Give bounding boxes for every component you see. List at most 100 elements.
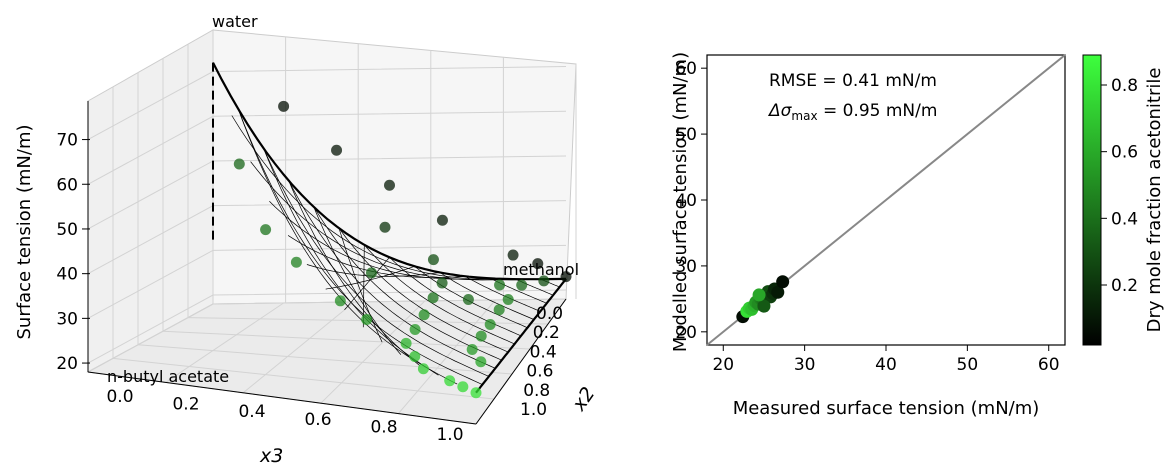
colorbar-tick-label: 0.8 [1111,76,1138,96]
grid-line-floor [242,301,355,394]
data-point-3d [466,343,478,355]
data-point-3d [417,363,429,375]
mesh-line [344,257,390,311]
data-point-3d [538,275,550,287]
data-point-3d [436,214,448,226]
x3-tick-label: 0.8 [370,417,397,437]
y-tick-label: 30 [675,257,697,277]
data-point-3d [278,100,290,112]
x2-axis-line [475,298,567,425]
colorbar-tick-label: 0.6 [1111,143,1138,163]
mesh-line [263,147,490,377]
grid-line-floor [112,357,495,400]
z-tick-label: 40 [56,265,78,285]
parity-point [776,275,790,289]
parity-plot: 20 30 40 50 60 20 30 40 50 60 RMSE = 0.41 mN/m Δσ… [670,52,1165,419]
data-point-3d [493,304,505,316]
data-point-3d [233,158,245,170]
data-point-3d [409,350,421,362]
colorbar-ticks: 0.2 0.4 0.6 0.8 [1101,76,1138,296]
colorbar-tick-label: 0.4 [1111,209,1138,229]
data-point-3d [366,267,377,279]
data-point-3d [427,254,439,266]
x-tick-label: 30 [794,355,816,375]
edge-methanol-butyl [475,278,567,394]
data-point-3d [290,256,302,268]
dmax-prefix: Δσ [767,101,793,121]
colorbar-tick-label: 0.2 [1111,276,1138,296]
data-point-3d [484,318,496,330]
parity-x-label: Measured surface tension (mN/m) [733,398,1040,419]
x2-axis-label: x2 [568,383,600,416]
colorbar-label: Dry mole fraction acetonitrile [1144,68,1165,333]
x-tick-label: 60 [1038,355,1060,375]
data-point-3d [379,221,391,233]
data-point-3d [560,271,572,283]
y-tick-label: 50 [675,125,697,145]
y-tick-label: 60 [675,59,697,79]
mesh-line [364,244,515,345]
mesh-line [338,228,383,343]
data-point-3d [427,292,439,304]
x3-axis-line [87,371,477,425]
data-point-3d [457,381,469,393]
data-point-3d [475,356,487,368]
x2-tick-label: 0.8 [523,381,550,401]
z-tick-label: 70 [56,131,78,151]
mesh-line [288,180,496,369]
mesh-line [389,257,522,337]
x2-tick-label: 0.2 [533,323,560,343]
x-tick-label: 40 [875,355,897,375]
data-point-3d [334,295,346,307]
data-points-3d [233,100,572,399]
z-tick-label: 30 [56,309,78,329]
x3-tick-label: 0.6 [304,410,331,430]
x2-tick-label: 0.4 [530,342,557,362]
data-point-3d [384,179,395,191]
grid-line-floor [320,300,426,404]
data-point-3d [532,258,544,270]
x2-label-text: x2 [568,383,600,416]
parity-points [736,275,790,324]
data-point-3d [475,330,487,342]
mesh-line [313,206,402,355]
mesh-line [439,272,535,320]
x2-tick-label: 1.0 [520,400,547,420]
data-point-3d [502,293,514,305]
parity-point [752,288,766,302]
z-axis-label: Surface tension (mN/m) [14,125,35,340]
data-point-3d [444,375,456,387]
data-point-3d [436,277,448,289]
data-point-3d [260,224,272,236]
x3-tick-label: 0.2 [172,395,199,415]
mesh-line [237,108,483,385]
z-tick-label: 20 [56,354,78,374]
mesh-line [362,244,365,328]
x3-tick-label: 0.4 [238,402,265,422]
data-point-3d [400,337,412,349]
parity-ticks: 20 30 40 50 60 20 30 40 50 60 [675,59,1059,375]
x3-label-text: x3 [259,445,283,467]
mesh-line [263,147,439,376]
data-point-3d [507,249,519,261]
y-tick-label: 20 [675,323,697,343]
z-tick-label: 50 [56,220,78,240]
x3-tick-label: 1.0 [436,425,463,445]
data-point-3d [516,279,528,291]
x3-tick-label: 0.0 [106,387,133,407]
x3-axis-label: x3 [259,445,283,467]
data-point-3d [462,294,474,306]
corner-label-butyl: n-butyl acetate [107,367,229,386]
parity-y-label: Modelled surface tension (mN/m) [670,52,691,352]
parity-point [757,299,771,313]
data-point-3d [331,144,343,156]
grid-line-floor [87,303,214,373]
x-tick-label: 50 [957,355,979,375]
data-point-3d [409,323,421,335]
grid-line-floor [165,302,284,383]
dmax-suffix: = 0.95 mN/m [818,101,938,121]
parity-point [771,285,785,299]
